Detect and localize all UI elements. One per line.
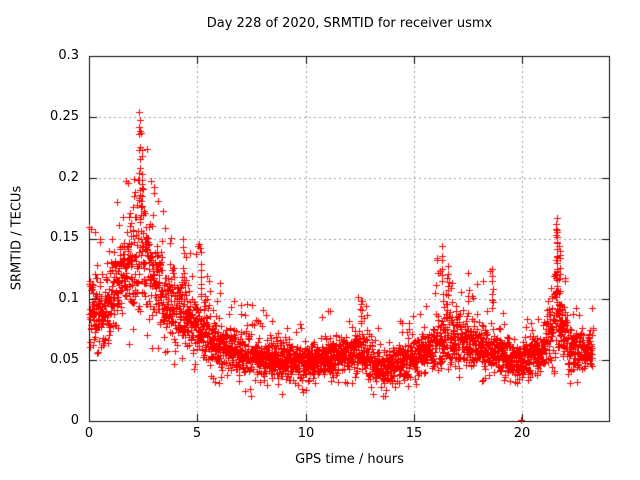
x-tick-label: 10 <box>297 426 315 441</box>
y-tick-label: 0.05 <box>50 352 79 367</box>
y-tick-label: 0.15 <box>50 230 79 245</box>
y-tick-label: 0.25 <box>50 109 79 124</box>
y-tick-label: 0.1 <box>58 291 79 306</box>
x-tick-label: 5 <box>192 426 202 441</box>
chart-title: Day 228 of 2020, SRMTID for receiver usm… <box>206 16 493 31</box>
y-tick-label: 0 <box>70 413 79 428</box>
x-tick-label: 20 <box>513 426 531 441</box>
y-tick-label: 0.3 <box>58 48 79 63</box>
y-tick-label: 0.2 <box>58 170 79 185</box>
x-tick-label: 0 <box>84 426 94 441</box>
x-tick-label: 15 <box>405 426 423 441</box>
x-axis-title: GPS time / hours <box>295 452 404 467</box>
